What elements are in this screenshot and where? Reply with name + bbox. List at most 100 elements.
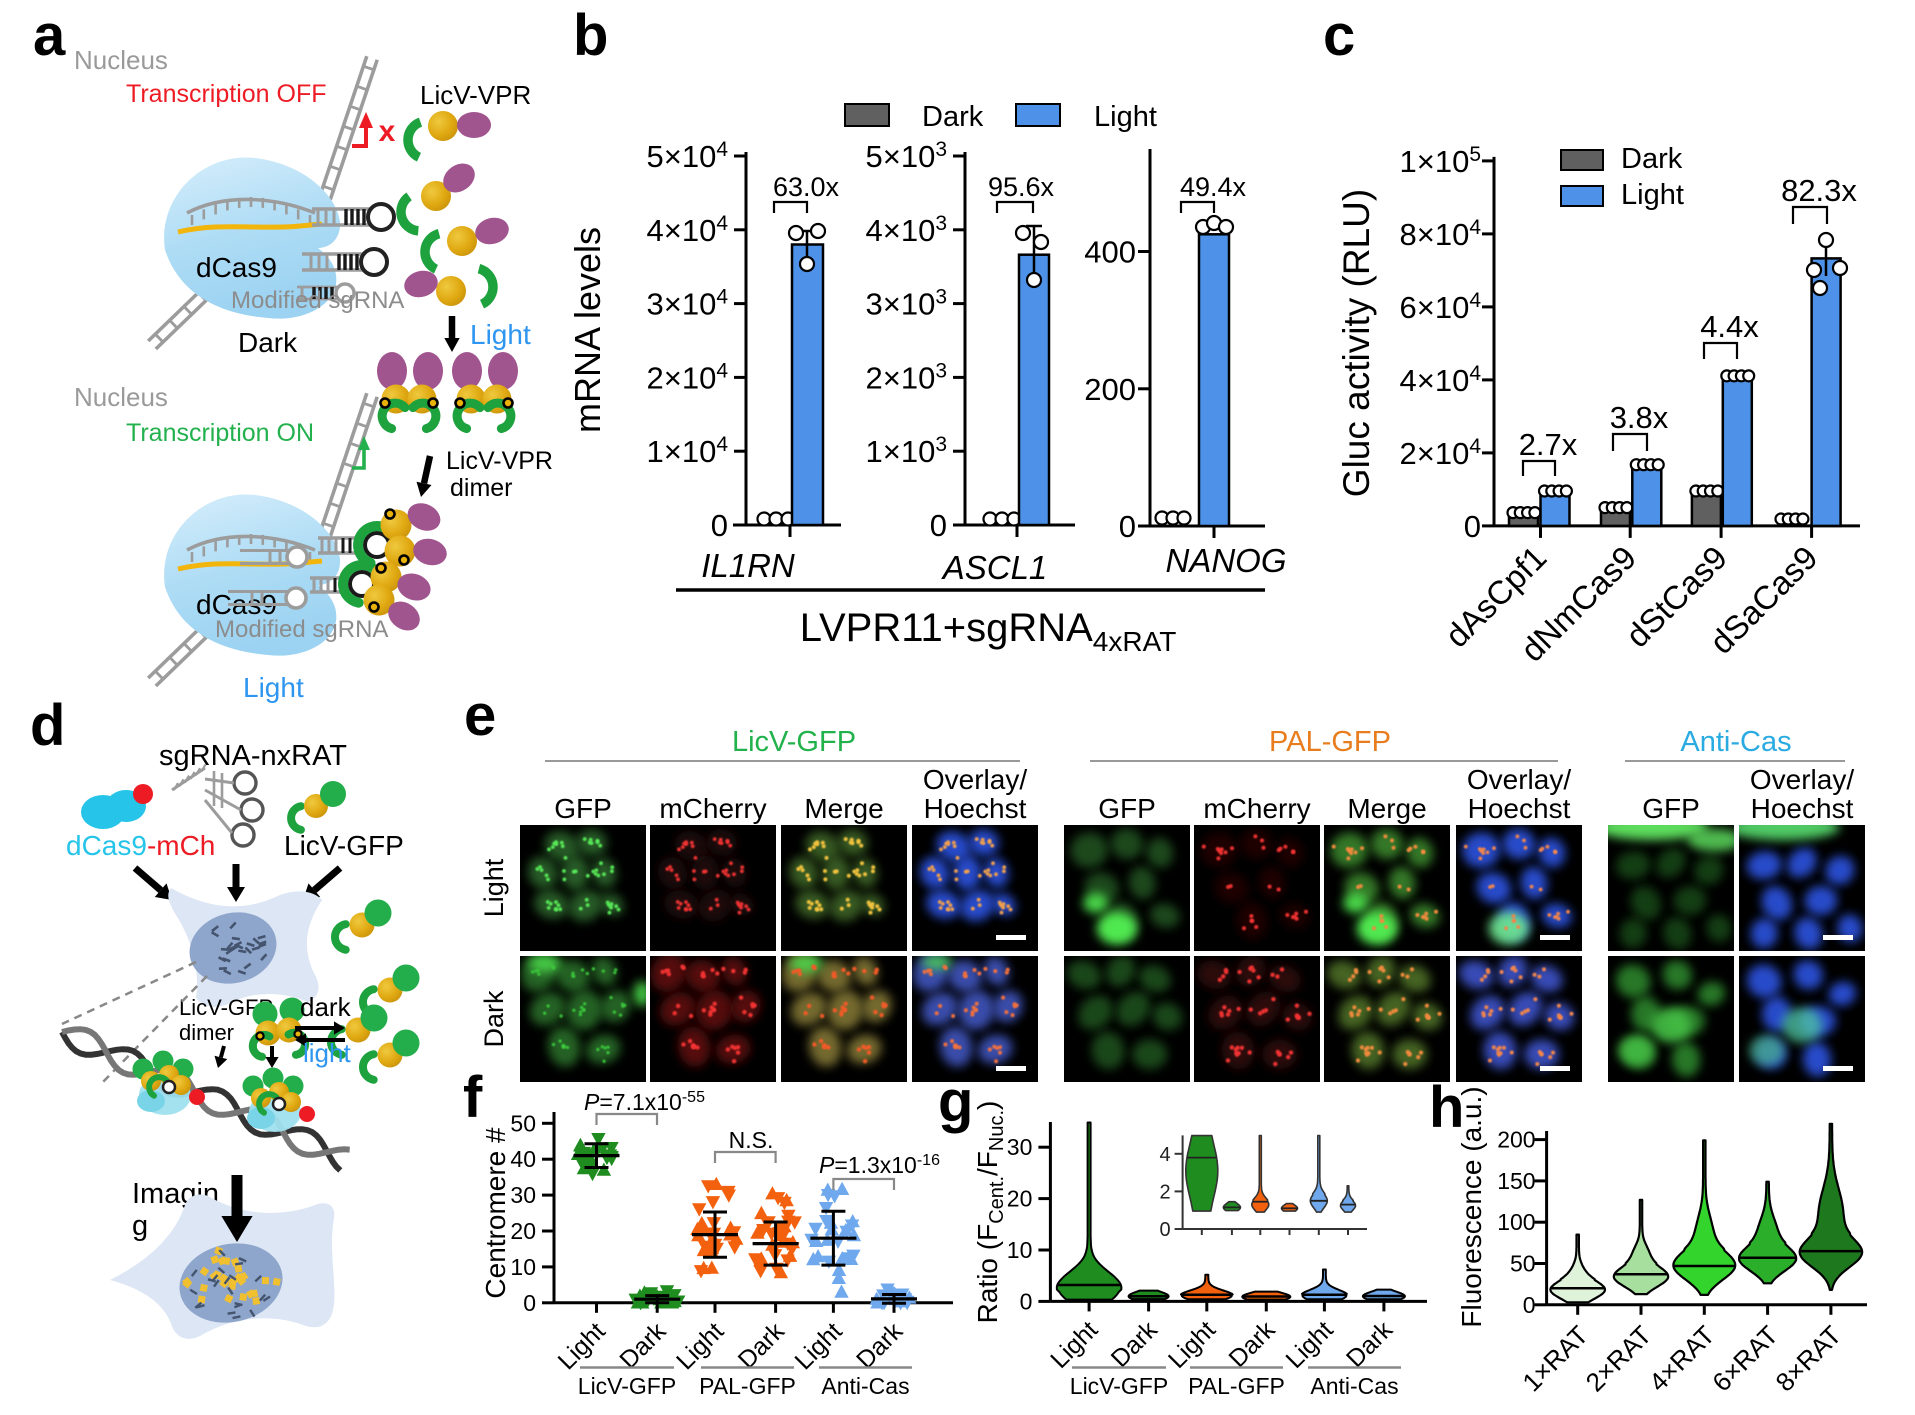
svg-text:Hoechst: Hoechst [1751,793,1854,824]
svg-text:95.6x: 95.6x [988,172,1055,202]
svg-text:Overlay/: Overlay/ [1467,764,1571,795]
svg-text:PAL-GFP: PAL-GFP [699,1373,796,1399]
svg-text:Light: Light [1094,101,1157,133]
svg-text:0: 0 [930,508,947,543]
svg-text:2.7x: 2.7x [1519,427,1578,462]
svg-text:LicV-GFP: LicV-GFP [284,830,404,861]
svg-text:Anti-Cas: Anti-Cas [1310,1373,1398,1399]
svg-text:mCherry: mCherry [659,793,766,824]
svg-text:Merge: Merge [1347,793,1426,824]
svg-text:Overlay/: Overlay/ [1750,764,1854,795]
svg-text:50: 50 [510,1110,536,1136]
svg-text:LicV-GFP: LicV-GFP [732,726,856,758]
svg-text:4.4x: 4.4x [1700,309,1759,344]
svg-text:Hoechst: Hoechst [924,793,1027,824]
svg-text:63.0x: 63.0x [773,172,840,202]
svg-text:Transcription ON: Transcription ON [126,419,314,447]
svg-text:g: g [132,1210,148,1242]
svg-text:2: 2 [1159,1181,1170,1203]
svg-text:Nucleus: Nucleus [74,382,168,412]
svg-text:5×103: 5×103 [865,138,947,174]
svg-text:Centromere #: Centromere # [480,1127,511,1299]
svg-text:Nucleus: Nucleus [74,45,168,75]
svg-text:GFP: GFP [1098,793,1156,824]
svg-text:8×104: 8×104 [1399,216,1481,252]
svg-text:20: 20 [510,1218,536,1244]
svg-text:0: 0 [1523,1292,1536,1318]
svg-text:150: 150 [1497,1168,1535,1194]
svg-text:c: c [1323,3,1355,68]
svg-text:NANOG: NANOG [1165,542,1286,579]
svg-text:Anti-Cas: Anti-Cas [1680,726,1791,758]
svg-text:Dark: Dark [238,327,298,358]
svg-text:10: 10 [1007,1237,1033,1263]
svg-text:P=7.1x10-55: P=7.1x10-55 [584,1089,705,1115]
svg-text:x: x [379,115,396,148]
svg-text:0: 0 [1464,509,1481,544]
svg-text:Fluorescence (a.u.): Fluorescence (a.u.) [1456,1086,1487,1327]
svg-text:82.3x: 82.3x [1781,173,1857,208]
svg-text:Modified sgRNA: Modified sgRNA [215,616,388,643]
svg-text:f: f [463,1065,483,1130]
svg-text:mRNA levels: mRNA levels [567,227,608,433]
svg-text:4: 4 [1159,1144,1170,1166]
svg-text:2×104: 2×104 [1399,435,1481,471]
svg-text:50: 50 [1510,1251,1536,1277]
svg-text:N.S.: N.S. [729,1127,774,1153]
svg-text:Merge: Merge [804,793,883,824]
svg-text:200: 200 [1084,372,1136,407]
svg-text:IL1RN: IL1RN [701,547,795,584]
svg-text:dimer: dimer [179,1020,234,1045]
svg-text:Hoechst: Hoechst [1468,793,1571,824]
svg-text:400: 400 [1084,235,1136,270]
svg-text:h: h [1429,1075,1464,1140]
svg-text:5×104: 5×104 [646,138,728,174]
svg-text:b: b [573,3,608,68]
svg-text:ASCL1: ASCL1 [941,549,1048,586]
svg-text:Overlay/: Overlay/ [923,764,1027,795]
svg-text:dCas9-mCh: dCas9-mCh [66,830,215,861]
svg-text:Light: Light [470,319,531,350]
svg-text:Gluc activity (RLU): Gluc activity (RLU) [1336,189,1377,497]
svg-text:GFP: GFP [554,793,612,824]
svg-text:Light: Light [1621,179,1684,211]
svg-text:2×104: 2×104 [646,359,728,395]
svg-text:dimer: dimer [450,474,513,502]
svg-text:10: 10 [510,1254,536,1280]
svg-text:LicV-VPR: LicV-VPR [446,447,553,475]
svg-text:0: 0 [711,508,728,543]
svg-text:PAL-GFP: PAL-GFP [1188,1373,1285,1399]
svg-text:6×104: 6×104 [1399,289,1481,325]
svg-text:LicV-GFP: LicV-GFP [1070,1373,1168,1399]
svg-text:0: 0 [523,1290,536,1316]
svg-text:0: 0 [1020,1288,1033,1314]
svg-text:3×104: 3×104 [646,286,728,322]
svg-text:200: 200 [1497,1127,1535,1153]
svg-text:Dark: Dark [479,990,509,1048]
svg-text:LicV-GFP: LicV-GFP [578,1373,676,1399]
svg-text:d: d [30,693,65,758]
svg-text:mCherry: mCherry [1203,793,1310,824]
svg-text:100: 100 [1497,1209,1535,1235]
svg-text:0: 0 [1119,509,1136,544]
svg-text:Light: Light [243,672,304,703]
svg-text:30: 30 [510,1182,536,1208]
svg-text:LicV-VPR: LicV-VPR [420,80,531,110]
svg-text:dark: dark [300,992,352,1022]
svg-text:4×103: 4×103 [865,212,947,248]
svg-text:light: light [303,1038,351,1068]
svg-text:4×104: 4×104 [1399,362,1481,398]
svg-text:e: e [464,683,496,748]
svg-text:Dark: Dark [1621,143,1683,175]
svg-text:3×103: 3×103 [865,286,947,322]
svg-text:1×105: 1×105 [1399,143,1481,179]
svg-text:a: a [33,3,66,68]
svg-text:sgRNA-nxRAT: sgRNA-nxRAT [159,740,347,772]
svg-text:20: 20 [1007,1186,1033,1212]
svg-text:PAL-GFP: PAL-GFP [1269,726,1391,758]
svg-text:1×104: 1×104 [646,433,728,469]
svg-text:3.8x: 3.8x [1610,400,1669,435]
svg-text:dCas9: dCas9 [196,252,277,283]
svg-text:Transcription OFF: Transcription OFF [126,80,327,108]
svg-text:2×103: 2×103 [865,359,947,395]
